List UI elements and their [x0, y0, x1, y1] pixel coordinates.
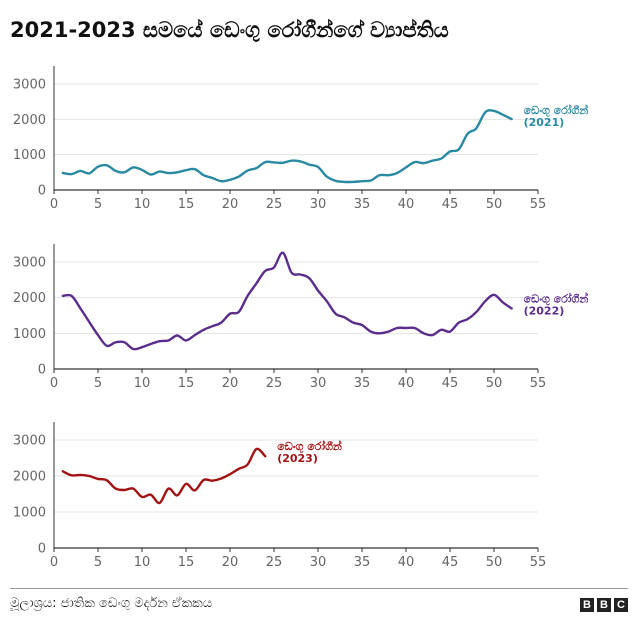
x-tick-label: 30: [310, 555, 327, 570]
x-tick-label: 15: [178, 555, 195, 570]
series-label-name: ඩෙංගු රෝගීන්: [524, 291, 589, 306]
x-tick-label: 55: [530, 197, 547, 212]
x-tick-label: 20: [222, 197, 239, 212]
x-tick-label: 5: [94, 197, 102, 212]
x-tick-label: 0: [50, 197, 58, 212]
chart-panel-3: 0 1000 2000 3000 0 5 10 15 20 25 30 35 40 45 50 55 ඩෙංගු…: [13, 422, 546, 570]
series-line-2: [61, 251, 513, 351]
y-tick-label: 2000: [13, 470, 46, 485]
x-tick-label: 55: [530, 376, 547, 391]
series-label-year: (2021): [524, 116, 565, 129]
series-label-year: (2022): [524, 304, 565, 317]
x-tick-label: 0: [50, 376, 58, 391]
x-tick-label: 25: [266, 197, 283, 212]
y-tick-label: 2000: [13, 113, 46, 128]
y-tick-label: 0: [38, 363, 46, 378]
bbc-logo-block-c: C: [614, 598, 628, 612]
y-tick-label: 3000: [13, 256, 46, 271]
x-tick-label: 20: [222, 376, 239, 391]
chart-panel-1: 0 1000 2000 3000 0 5 10 15 20 25 30 35 40 45 50 55 ඩෙංගු…: [13, 66, 589, 212]
y-tick-label: 3000: [13, 78, 46, 93]
bbc-logo-block-b1: B: [580, 598, 594, 612]
x-tick-label: 35: [354, 376, 371, 391]
y-tick-label: 1000: [13, 327, 46, 342]
x-tick-label: 45: [442, 376, 459, 391]
x-tick-label: 30: [310, 197, 327, 212]
chart-panel-2: 0 1000 2000 3000 0 5 10 15 20 25 30 35 40 45 50 55 ඩෙංගු…: [13, 244, 589, 391]
bbc-logo-block-b2: B: [597, 598, 611, 612]
series-line-1: [61, 109, 513, 184]
x-tick-label: 10: [134, 197, 151, 212]
source-note: මූලාශ්‍රය: ජාතික ඩෙංගු මර්දන ඒකකය: [10, 596, 213, 611]
x-tick-label: 45: [442, 555, 459, 570]
series-label-name: ඩෙංගු රෝගීන්: [524, 103, 589, 118]
y-tick-label: 0: [38, 184, 46, 199]
x-tick-label: 25: [266, 376, 283, 391]
series-line-3: [61, 447, 267, 505]
x-tick-label: 50: [486, 555, 503, 570]
chart-title: 2021-2023 සමයේ ඩෙංගු රෝගීන්ගේ ව්‍යාප්තිය: [10, 18, 449, 42]
x-tick-label: 15: [178, 197, 195, 212]
x-tick-label: 10: [134, 376, 151, 391]
x-tick-label: 40: [398, 197, 415, 212]
x-tick-label: 35: [354, 555, 371, 570]
x-tick-label: 15: [178, 376, 195, 391]
x-tick-label: 50: [486, 376, 503, 391]
series-label-name: ඩෙංගු රෝගීන්: [277, 439, 342, 454]
x-tick-label: 40: [398, 376, 415, 391]
x-tick-label: 55: [530, 555, 547, 570]
y-tick-label: 3000: [13, 434, 46, 449]
y-tick-label: 2000: [13, 291, 46, 306]
y-tick-label: 1000: [13, 506, 46, 521]
bbc-logo: B B C: [580, 598, 628, 612]
x-tick-label: 40: [398, 555, 415, 570]
y-tick-label: 1000: [13, 148, 46, 163]
x-tick-label: 30: [310, 376, 327, 391]
series-label-year: (2023): [277, 452, 318, 465]
x-tick-label: 5: [94, 376, 102, 391]
x-tick-label: 10: [134, 555, 151, 570]
x-tick-label: 0: [50, 555, 58, 570]
y-tick-label: 0: [38, 542, 46, 557]
x-tick-label: 35: [354, 197, 371, 212]
x-tick-label: 5: [94, 555, 102, 570]
x-tick-label: 45: [442, 197, 459, 212]
x-tick-label: 50: [486, 197, 503, 212]
x-tick-label: 20: [222, 555, 239, 570]
footer-divider: [10, 588, 628, 589]
x-tick-label: 25: [266, 555, 283, 570]
